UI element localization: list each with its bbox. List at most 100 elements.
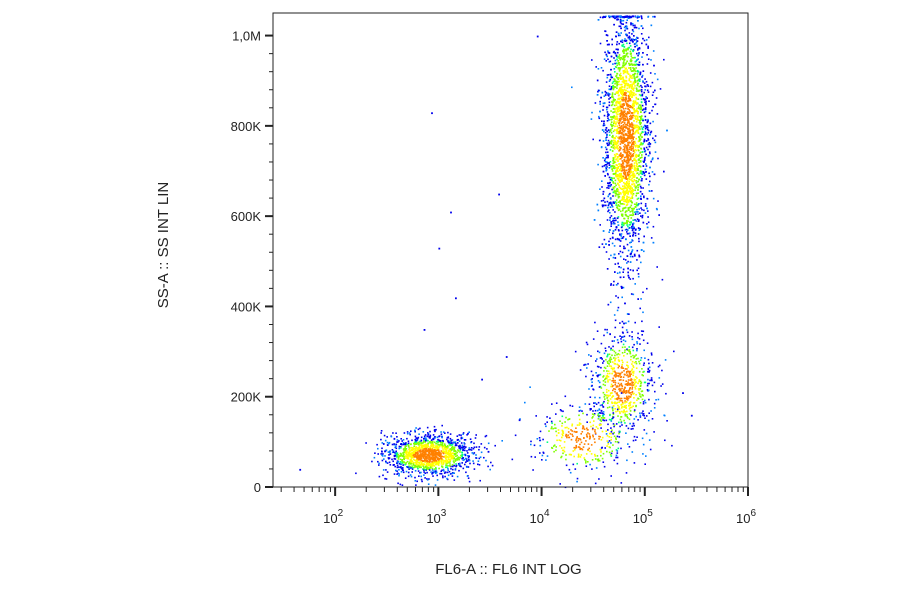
data-point — [400, 454, 402, 457]
data-point — [397, 441, 399, 443]
data-point — [619, 165, 621, 167]
data-point — [602, 199, 605, 202]
data-point — [617, 177, 620, 180]
data-point — [453, 449, 455, 451]
data-point — [617, 170, 619, 173]
data-point — [406, 437, 408, 440]
data-point — [414, 447, 417, 450]
data-point — [604, 164, 607, 166]
data-point — [635, 376, 637, 378]
data-point — [630, 60, 632, 63]
data-point — [622, 207, 625, 210]
data-point — [621, 179, 623, 181]
data-point — [620, 163, 622, 166]
data-point — [642, 414, 644, 416]
data-point — [607, 114, 610, 117]
data-point — [623, 58, 626, 61]
data-point — [619, 34, 621, 37]
data-point — [619, 276, 622, 279]
data-point — [621, 286, 623, 289]
data-point — [627, 207, 630, 209]
data-point — [632, 214, 634, 217]
data-point — [629, 152, 631, 155]
data-point — [610, 88, 612, 91]
data-point — [432, 451, 434, 454]
data-point — [605, 151, 607, 154]
data-point — [628, 350, 630, 353]
data-point — [395, 447, 398, 450]
data-point — [638, 219, 640, 221]
data-point — [620, 193, 622, 195]
data-point — [623, 222, 625, 224]
data-point — [628, 86, 631, 88]
data-point — [623, 169, 626, 172]
data-point — [441, 444, 444, 447]
data-point — [631, 70, 634, 72]
data-point — [625, 192, 627, 194]
data-point — [461, 437, 464, 439]
data-point — [489, 468, 491, 471]
data-point — [617, 262, 619, 265]
data-point — [610, 110, 612, 112]
data-point — [627, 48, 629, 50]
data-point — [637, 47, 639, 50]
data-point — [612, 101, 614, 104]
data-point — [602, 124, 605, 127]
data-point — [623, 159, 625, 161]
data-point — [597, 401, 600, 404]
data-point — [475, 457, 477, 459]
data-point — [432, 455, 434, 458]
data-point — [633, 126, 636, 128]
data-point — [645, 163, 647, 165]
data-point — [636, 377, 638, 379]
data-point — [620, 127, 622, 129]
data-point — [614, 336, 616, 338]
data-point — [444, 461, 447, 463]
data-point — [430, 447, 433, 450]
data-point — [634, 56, 636, 59]
data-point — [421, 447, 423, 450]
data-point — [625, 115, 628, 118]
data-point — [611, 408, 614, 410]
data-point — [618, 15, 621, 18]
data-point — [422, 431, 425, 433]
data-point — [647, 58, 650, 60]
data-point — [623, 245, 625, 248]
data-point — [653, 407, 656, 409]
data-point — [624, 84, 626, 87]
data-point — [622, 379, 625, 382]
data-point — [631, 250, 633, 253]
data-point — [649, 180, 651, 183]
data-point — [616, 174, 619, 176]
data-point — [603, 419, 606, 422]
data-point — [650, 237, 653, 239]
data-point — [635, 103, 638, 106]
data-point — [418, 465, 421, 467]
data-point — [620, 16, 623, 18]
data-point — [436, 449, 439, 452]
data-point — [427, 460, 429, 463]
data-point — [457, 456, 460, 459]
data-point — [434, 451, 436, 453]
data-point — [606, 354, 609, 357]
data-point — [606, 391, 608, 393]
data-point — [422, 463, 424, 465]
data-point — [635, 354, 637, 356]
data-point — [612, 432, 614, 435]
data-point — [629, 36, 631, 39]
data-point — [623, 122, 626, 124]
data-point — [501, 440, 503, 442]
data-point — [625, 169, 628, 172]
data-point — [603, 159, 606, 162]
data-point — [623, 113, 626, 116]
data-point — [450, 455, 453, 458]
data-point — [623, 52, 625, 54]
data-point — [629, 94, 632, 96]
data-point — [638, 107, 640, 110]
data-point — [641, 398, 644, 401]
data-point — [603, 352, 606, 355]
data-point — [636, 40, 639, 42]
data-point — [646, 207, 648, 210]
data-point — [614, 359, 616, 362]
data-point — [612, 15, 615, 18]
